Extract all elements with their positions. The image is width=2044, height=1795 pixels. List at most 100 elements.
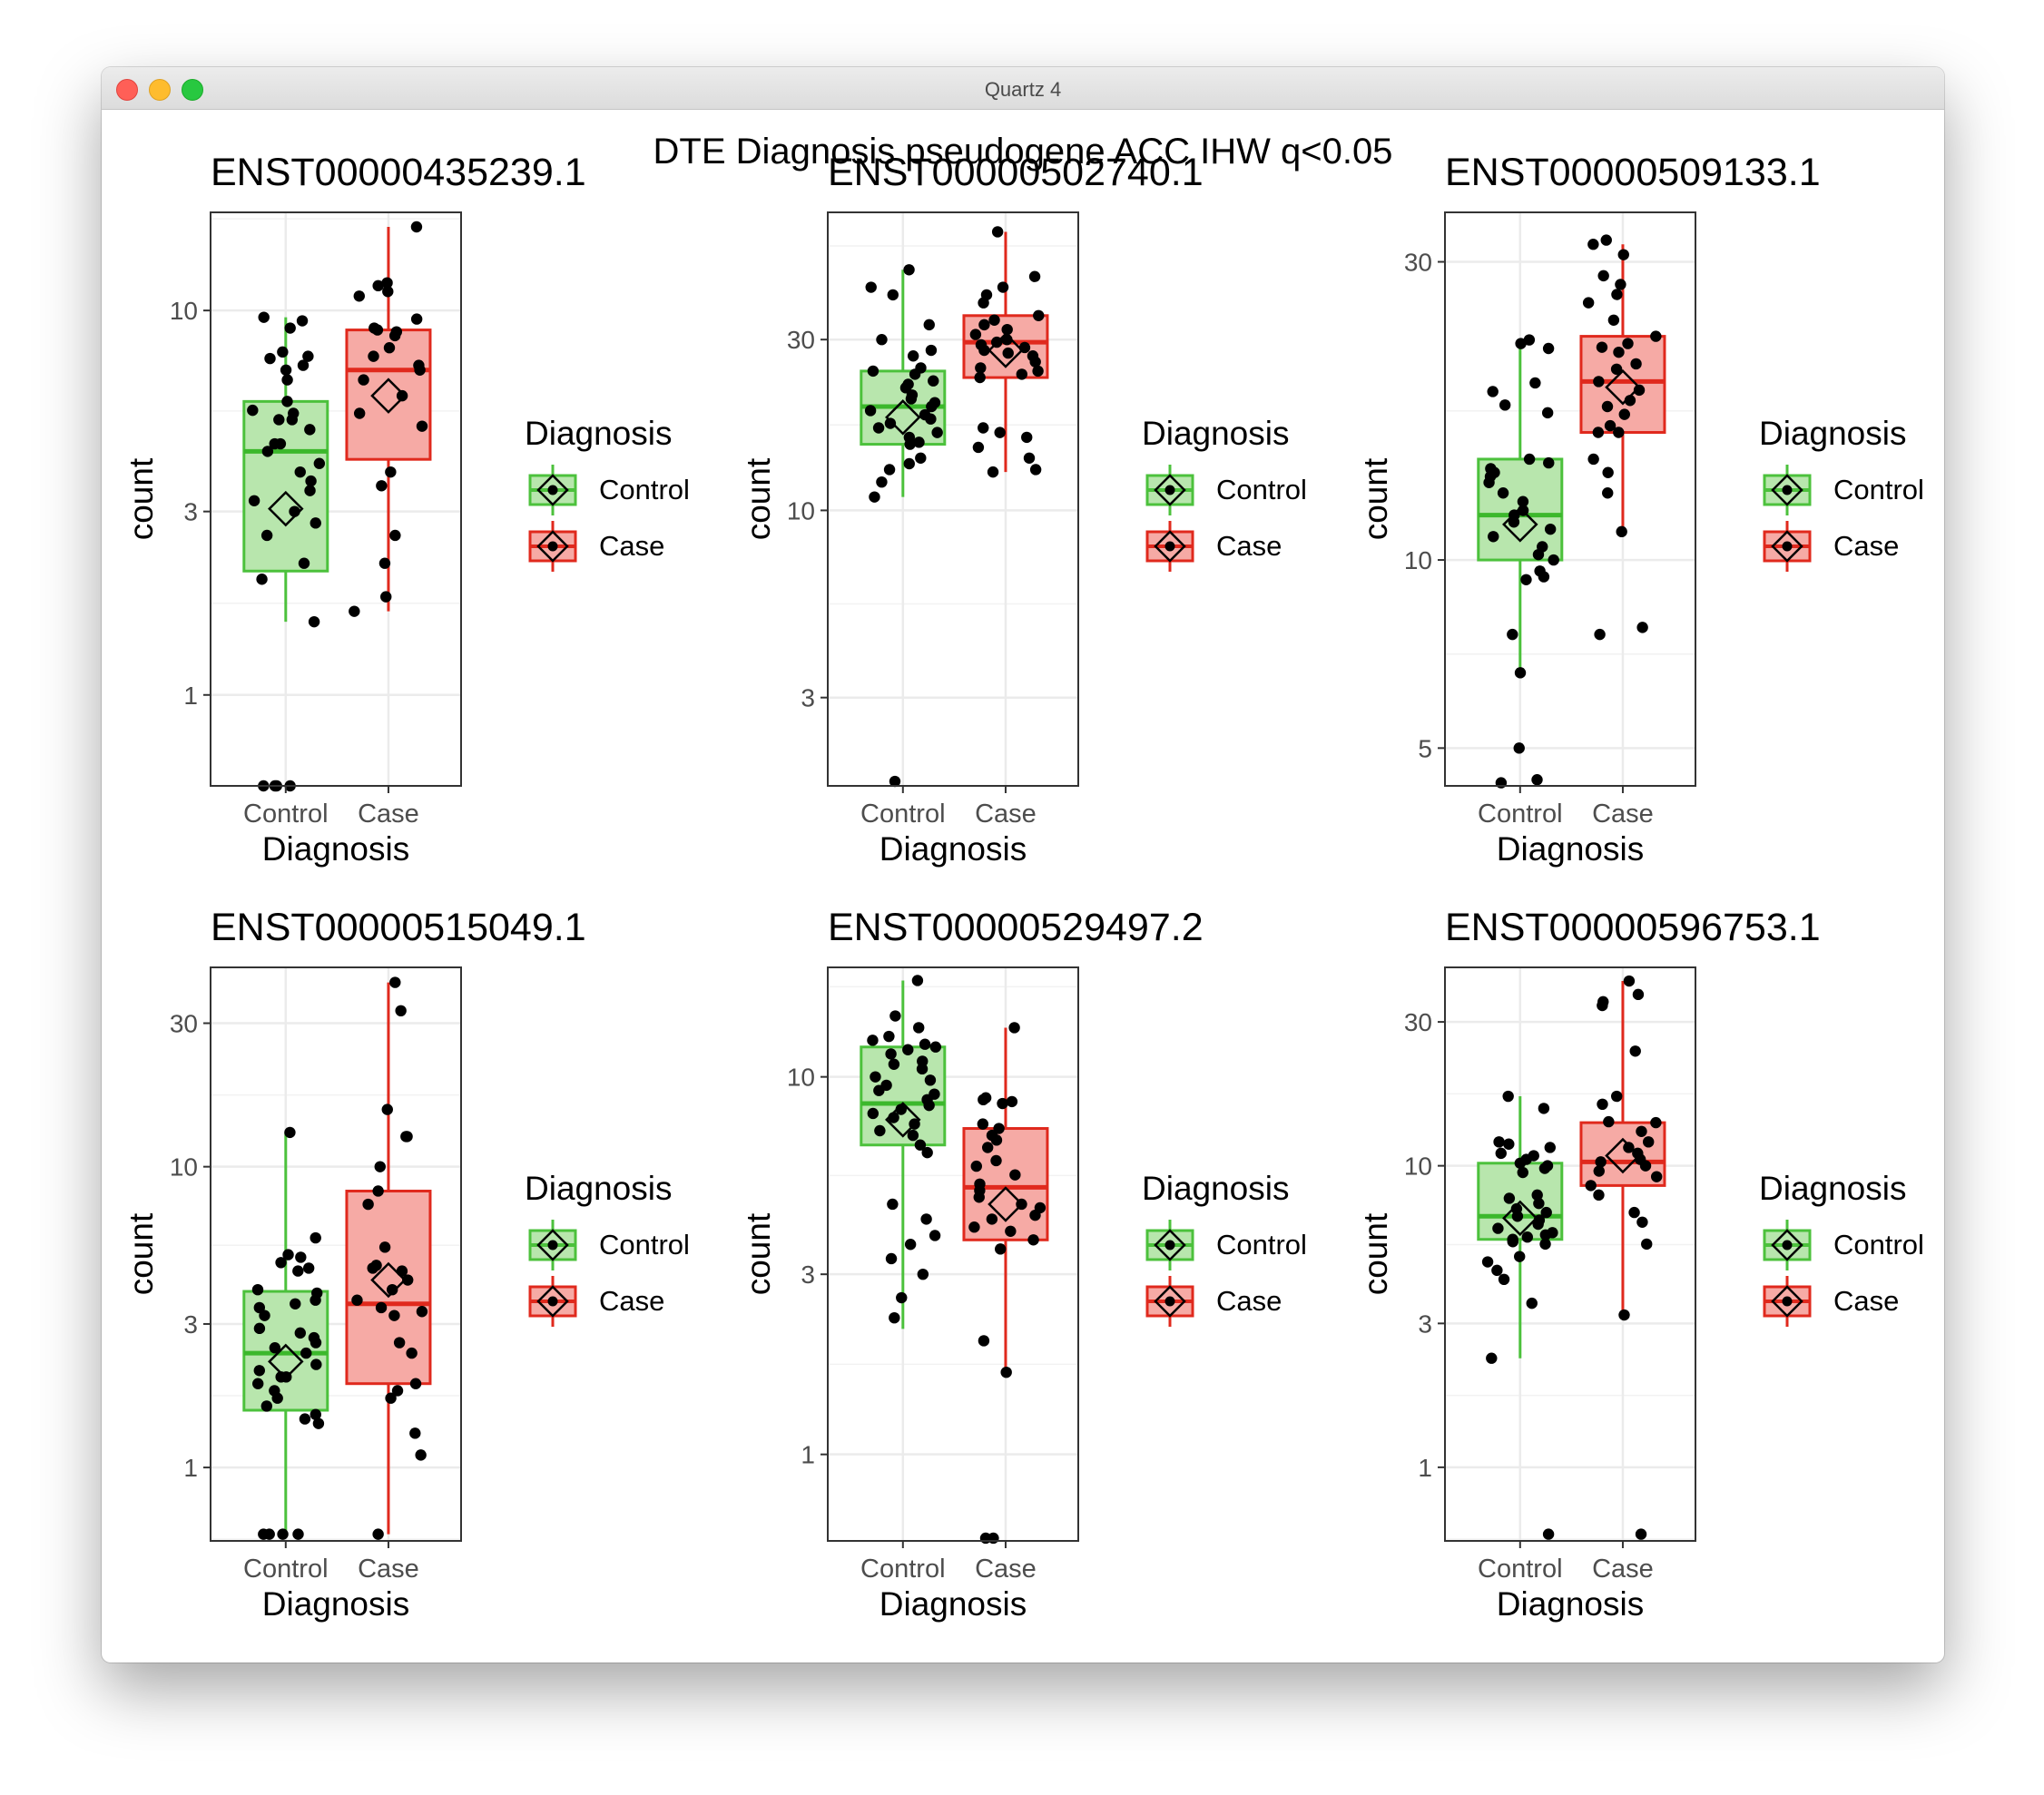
data-point <box>1650 1171 1663 1182</box>
data-point <box>1513 742 1525 754</box>
x-tick-label: Control <box>243 1555 329 1584</box>
legend-key-control <box>1763 1220 1812 1270</box>
y-axis-title: count <box>740 457 777 540</box>
data-point <box>987 466 999 478</box>
data-point <box>997 281 1009 293</box>
data-point <box>872 422 885 434</box>
data-point <box>1538 571 1550 583</box>
data-point <box>1587 239 1599 250</box>
data-point <box>261 446 274 457</box>
data-point <box>260 1400 272 1412</box>
data-point <box>1633 384 1646 397</box>
legend-key-diamond <box>536 530 569 563</box>
data-point <box>1002 347 1014 359</box>
y-tick-label: 10 <box>787 496 815 525</box>
data-point <box>921 1146 933 1159</box>
data-point <box>1502 1090 1514 1103</box>
close-button[interactable] <box>116 79 138 101</box>
data-point <box>1495 1147 1507 1160</box>
mean-diamond <box>370 1261 407 1299</box>
mean-diamond <box>1502 1200 1538 1237</box>
data-point <box>381 1103 393 1115</box>
data-point <box>372 1528 384 1540</box>
data-point <box>415 1449 427 1461</box>
data-point <box>410 221 423 233</box>
legend-label: Case <box>1833 1285 1899 1317</box>
data-point <box>1508 516 1520 528</box>
data-point <box>887 1198 899 1211</box>
data-point <box>1543 456 1555 469</box>
data-point <box>380 591 392 603</box>
box-case <box>1579 975 1666 1540</box>
data-point <box>1027 1234 1039 1246</box>
data-point <box>300 1347 312 1359</box>
minimize-button[interactable] <box>149 79 171 101</box>
data-point <box>1532 548 1545 561</box>
data-point <box>1523 334 1536 346</box>
x-tick-label: Control <box>1478 1555 1563 1584</box>
x-axis-title: Diagnosis <box>262 830 409 868</box>
data-point <box>1595 1156 1607 1168</box>
data-point <box>1487 386 1499 397</box>
box-control <box>860 264 947 788</box>
data-point <box>993 1123 1005 1134</box>
legend-key-diamond <box>1154 1285 1186 1318</box>
legend: Diagnosis Control Case <box>1142 1170 1307 1327</box>
data-point <box>923 319 935 331</box>
data-point <box>275 1371 287 1383</box>
data-point <box>1529 377 1541 389</box>
legend: Diagnosis Control Case <box>525 415 690 572</box>
data-point <box>310 1359 322 1370</box>
data-point <box>395 1005 407 1017</box>
data-point <box>294 1327 306 1339</box>
data-point <box>1544 1142 1556 1153</box>
data-point <box>302 1262 315 1274</box>
legend-key-case <box>528 1276 577 1327</box>
legend-key-point <box>547 541 558 552</box>
data-point <box>251 1283 264 1296</box>
data-point <box>1585 1180 1597 1192</box>
data-point <box>1029 1209 1041 1221</box>
zoom-button[interactable] <box>182 79 203 101</box>
data-point <box>988 1532 999 1545</box>
data-point <box>381 277 393 289</box>
data-point <box>977 1118 989 1130</box>
data-point <box>1499 399 1511 411</box>
data-point <box>297 359 310 371</box>
data-point <box>1650 1116 1662 1129</box>
data-point <box>252 1378 264 1389</box>
legend-key-control <box>528 1220 577 1270</box>
data-point <box>1587 453 1599 466</box>
data-point <box>386 1283 398 1296</box>
data-point <box>1607 314 1620 326</box>
mean-diamond <box>1605 368 1641 406</box>
legend-key-diamond <box>536 474 569 506</box>
data-point <box>1032 365 1044 378</box>
legend-key-diamond <box>1154 1229 1186 1261</box>
legend-label: Control <box>1833 474 1924 505</box>
data-point <box>304 424 316 436</box>
data-point <box>1582 297 1595 309</box>
legend-key-diamond <box>1771 530 1803 563</box>
y-tick-label: 10 <box>787 1064 815 1092</box>
y-tick-label: 3 <box>801 684 815 712</box>
data-point <box>290 1298 301 1309</box>
data-point <box>406 1347 418 1359</box>
mean-diamond <box>885 1102 921 1138</box>
data-point <box>1538 1162 1551 1174</box>
legend-key-diamond <box>1771 1285 1803 1318</box>
data-point <box>896 1291 908 1304</box>
box-case <box>962 226 1049 478</box>
data-point <box>1623 1142 1635 1153</box>
data-point <box>256 574 268 585</box>
data-point <box>1541 407 1554 419</box>
y-axis-title: count <box>740 1212 777 1295</box>
data-point <box>1000 1366 1012 1378</box>
data-point <box>873 1084 885 1096</box>
data-point <box>388 1309 400 1321</box>
panel-border <box>827 211 1079 787</box>
panel-title: ENST00000509133.1 <box>1445 151 1821 194</box>
